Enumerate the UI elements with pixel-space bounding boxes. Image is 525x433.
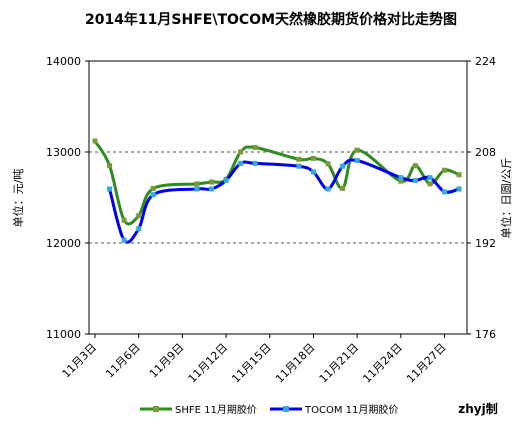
y-right-tick-label: 192 [475, 237, 496, 250]
y-right-tick-label: 208 [475, 146, 496, 159]
x-tick-label: 11月18日 [273, 341, 318, 386]
y-axis-left: 11000 12000 13000 14000 [46, 55, 89, 341]
data-point-shfe [121, 217, 127, 223]
data-point-tocom [209, 186, 215, 192]
data-point-shfe [354, 147, 360, 153]
y-axis-right-label: 单位：日圆/公斤 [499, 158, 513, 239]
data-point-shfe [252, 144, 258, 150]
data-point-tocom [238, 160, 244, 166]
data-point-shfe [310, 155, 316, 161]
data-point-tocom [398, 175, 404, 181]
y-axis-left-label: 单位：元/吨 [11, 169, 25, 228]
data-point-shfe [325, 161, 331, 167]
y-left-tick-label: 14000 [46, 55, 81, 68]
data-point-tocom [456, 186, 462, 192]
data-point-tocom [121, 237, 127, 243]
data-point-tocom [296, 163, 302, 169]
data-point-shfe [412, 163, 418, 169]
data-point-tocom [136, 226, 142, 232]
data-point-shfe [340, 185, 346, 191]
legend-item-tocom: TOCOM 11月期胶价 [270, 403, 398, 416]
series-group [92, 138, 462, 244]
data-point-tocom [252, 160, 258, 166]
data-point-tocom [442, 189, 448, 195]
x-tick-label: 11月24日 [360, 341, 405, 386]
data-point-tocom [223, 177, 229, 183]
x-tick-label: 11月15日 [229, 341, 274, 386]
y-axis-right: 176 192 208 224 [467, 55, 496, 341]
x-tick-label: 11月21日 [317, 341, 362, 386]
data-point-shfe [442, 167, 448, 173]
data-point-shfe [194, 181, 200, 187]
data-point-shfe [398, 178, 404, 184]
data-point-tocom [107, 186, 113, 192]
data-point-shfe [209, 179, 215, 185]
data-point-tocom [325, 186, 331, 192]
y-right-tick-label: 224 [475, 55, 496, 68]
legend-item-shfe: SHFE 11月期胶价 [140, 403, 257, 416]
data-point-tocom [310, 169, 316, 175]
data-point-shfe [456, 172, 462, 178]
legend-marker-shfe [153, 406, 159, 412]
y-left-tick-label: 13000 [46, 146, 81, 159]
data-point-tocom [354, 158, 360, 164]
legend: SHFE 11月期胶价 TOCOM 11月期胶价 [140, 403, 398, 416]
legend-label-tocom: TOCOM 11月期胶价 [304, 403, 398, 416]
legend-label-shfe: SHFE 11月期胶价 [175, 403, 257, 416]
y-right-tick-label: 176 [475, 328, 496, 341]
data-point-tocom [427, 175, 433, 181]
data-point-shfe [107, 163, 113, 169]
data-point-shfe [427, 181, 433, 187]
data-point-shfe [150, 185, 156, 191]
y-left-tick-label: 12000 [46, 237, 81, 250]
x-tick-label: 11月27日 [404, 341, 449, 386]
chart-title: 2014年11月SHFE\TOCOM天然橡胶期货价格对比走势图 [85, 11, 457, 28]
credit-label: zhyj制 [458, 401, 497, 416]
data-point-tocom [194, 186, 200, 192]
legend-marker-tocom [283, 406, 289, 412]
x-tick-label: 11月3日 [60, 341, 100, 381]
data-point-shfe [238, 149, 244, 155]
data-point-shfe [296, 156, 302, 162]
y-left-tick-label: 11000 [46, 328, 81, 341]
x-axis: 11月3日 11月6日 11月9日 11月12日 11月15日 11月18日 11月21日 1… [60, 334, 449, 385]
data-point-tocom [150, 192, 156, 198]
x-tick-label: 11月12日 [186, 341, 231, 386]
data-point-shfe [136, 213, 142, 219]
x-tick-label: 11月9日 [147, 341, 187, 381]
data-point-shfe [92, 138, 98, 144]
data-point-tocom [412, 177, 418, 183]
data-point-tocom [340, 163, 346, 169]
x-tick-label: 11月6日 [103, 341, 143, 381]
